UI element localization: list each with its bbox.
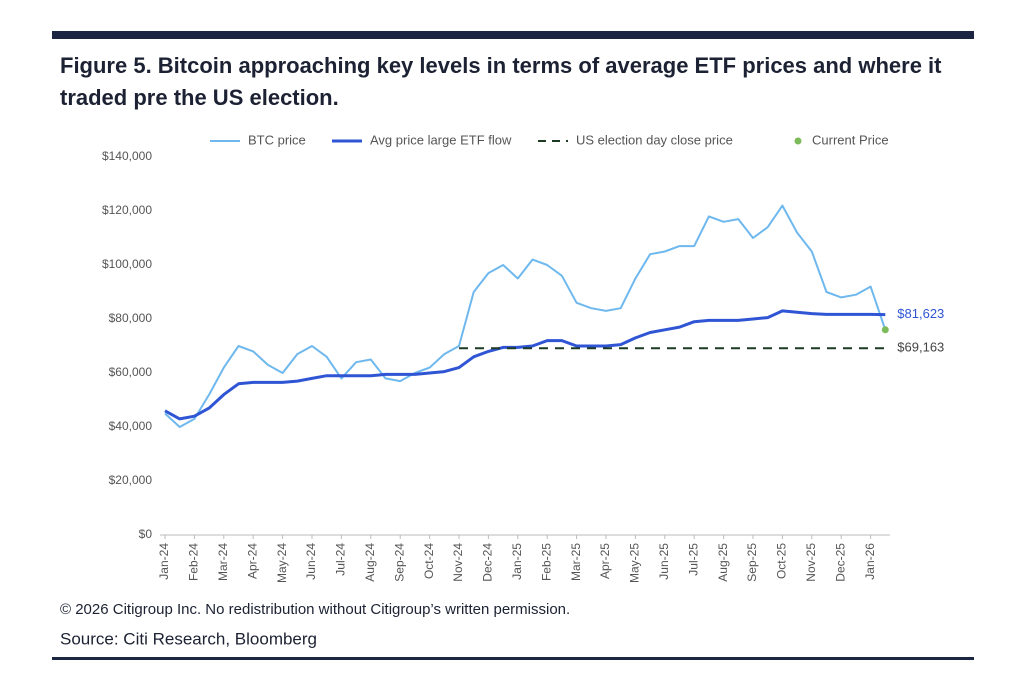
y-tick-label: $100,000 [102,257,152,271]
x-tick-label: Feb-24 [187,543,201,581]
y-tick-label: $120,000 [102,203,152,217]
legend-marker [794,137,802,145]
x-tick-label: Sep-25 [745,543,759,582]
x-tick-label: Aug-25 [716,543,730,582]
x-tick-label: Jun-25 [657,543,671,580]
footnote: © 2026 Citigroup Inc. No redistribution … [60,601,570,618]
current-price-point [881,326,889,334]
x-tick-label: Jun-24 [304,543,318,580]
x-tick-label: Aug-24 [363,543,377,582]
source: Source: Citi Research, Bloomberg [60,629,317,648]
legend-label: Avg price large ETF flow [370,132,512,147]
legend-label: BTC price [248,132,306,147]
x-tick-label: Sep-24 [392,543,406,582]
x-tick-label: Dec-25 [833,543,847,582]
x-tick-label: Apr-25 [598,543,612,579]
top-rule [52,31,974,39]
y-tick-label: $60,000 [109,365,153,379]
x-tick-label: Oct-24 [422,543,436,579]
x-tick-label: Mar-24 [216,543,230,581]
end-label: $69,163 [897,340,944,355]
y-tick-label: $140,000 [102,149,152,163]
bottom-rule [52,657,974,660]
x-tick-label: Jul-25 [686,543,700,576]
chart-title: Figure 5. Bitcoin approaching key levels… [60,53,942,110]
x-tick-label: Jan-24 [157,543,171,580]
legend-label: US election day close price [576,132,733,147]
x-tick-label: Dec-24 [481,543,495,582]
x-tick-label: May-24 [275,543,289,583]
x-tick-label: Jan-25 [510,543,524,580]
x-tick-label: Jul-24 [334,543,348,576]
x-tick-label: Oct-25 [775,543,789,579]
x-tick-label: Jan-26 [863,543,877,580]
x-tick-label: Nov-25 [804,543,818,582]
x-tick-label: Nov-24 [451,543,465,582]
title-box: Figure 5. Bitcoin approaching key levels… [60,53,942,110]
x-tick-label: Feb-25 [539,543,553,581]
y-tick-label: $40,000 [109,419,153,433]
x-tick-label: Mar-25 [569,543,583,581]
legend-label: Current Price [812,132,889,147]
y-tick-label: $80,000 [109,311,153,325]
series-line [164,204,887,428]
series-line [164,309,886,421]
x-tick-label: Apr-24 [245,543,259,579]
x-tick-label: May-25 [628,543,642,583]
y-tick-label: $20,000 [109,473,153,487]
end-label: $81,623 [897,306,944,321]
y-tick-label: $0 [139,527,153,541]
